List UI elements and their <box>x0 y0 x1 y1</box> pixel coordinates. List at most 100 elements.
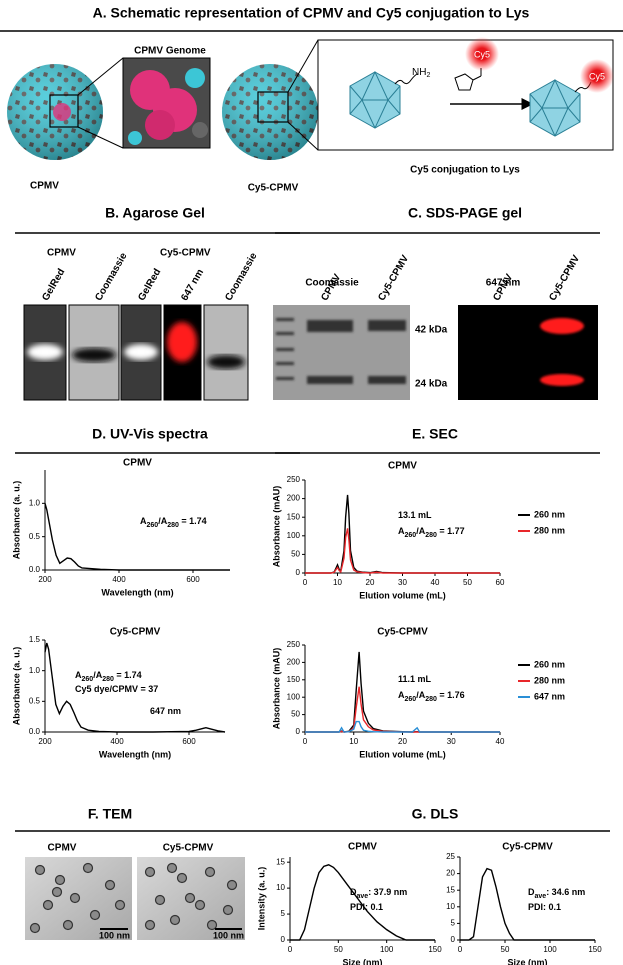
y-tick-label: 200 <box>287 494 301 503</box>
y-tick-label: 50 <box>291 550 300 559</box>
annotation-text: D <box>528 887 535 897</box>
x-axis-label: Wavelength (nm) <box>101 587 173 597</box>
chart-title: CPMV <box>388 461 417 472</box>
annotation: Dave: 37.9 nm <box>350 887 407 899</box>
x-tick-label: 40 <box>496 737 505 746</box>
y-tick-label: 0 <box>296 568 301 577</box>
annotation-text: /A <box>158 516 168 526</box>
label: CPMV <box>30 181 59 192</box>
y-tick-label: 1.0 <box>29 498 41 507</box>
y-tick-label: 5 <box>451 919 456 928</box>
cpmv-model <box>7 57 211 160</box>
y-tick-label: 10 <box>276 883 285 892</box>
annotation-text: : 37.9 nm <box>368 887 407 897</box>
chart-title: Cy5-CPMV <box>377 627 428 638</box>
annotation-text: 11.1 mL <box>398 674 432 684</box>
annotation: Cy5 dye/CPMV = 37 <box>75 684 158 694</box>
annotation-text: A <box>398 526 405 536</box>
annotation-text: /A <box>416 690 426 700</box>
x-tick-label: 200 <box>38 737 52 746</box>
panel-title: E. SEC <box>412 426 458 442</box>
series-line <box>305 528 500 574</box>
label: GelRed <box>136 267 163 303</box>
x-tick-label: 0 <box>458 945 463 954</box>
legend-label: 280 nm <box>534 525 565 535</box>
annotation-subscript: 280 <box>102 676 114 683</box>
cy5-cpmv-model <box>222 37 614 160</box>
label: Cy5-CPMV <box>163 843 214 854</box>
x-axis-label: Elution volume (mL) <box>359 590 446 600</box>
x-tick-label: 0 <box>303 578 308 587</box>
y-axis-label: Absorbance (mAU) <box>271 486 281 568</box>
chart-title: CPMV <box>348 842 377 853</box>
label: 24 kDa <box>415 379 448 390</box>
legend-label: 647 nm <box>534 691 565 701</box>
scale-bar-label: 100 nm <box>99 930 130 940</box>
scale-bar-label: 100 nm <box>213 930 244 940</box>
series-line <box>305 686 500 733</box>
y-tick-label: 100 <box>287 531 301 540</box>
y-tick-label: 20 <box>446 869 455 878</box>
label: 42 kDa <box>415 325 448 336</box>
label: 2 <box>426 72 430 79</box>
annotation: 647 nm <box>150 706 181 716</box>
annotation-subscript: 260 <box>405 532 417 539</box>
label: Cy5-CPMV <box>160 248 211 259</box>
label: Coomassie <box>93 251 129 303</box>
label: Coomassie <box>305 278 359 289</box>
tem-images <box>25 857 245 940</box>
y-tick-label: 100 <box>287 692 301 701</box>
annotation: Dave: 34.6 nm <box>528 887 585 899</box>
x-tick-label: 50 <box>334 945 343 954</box>
annotation: 11.1 mL <box>398 674 432 684</box>
y-tick-label: 150 <box>287 675 301 684</box>
series-line <box>305 720 500 733</box>
legend-label: 260 nm <box>534 509 565 519</box>
panel-title: A. Schematic representation of CPMV and … <box>93 5 530 21</box>
x-tick-label: 10 <box>333 578 342 587</box>
y-tick-label: 0 <box>296 727 301 736</box>
annotation-text: A <box>75 670 82 680</box>
annotation-text: = 1.74 <box>179 516 207 526</box>
label: GelRed <box>40 267 67 303</box>
series-line <box>44 503 230 571</box>
annotation: 13.1 mL <box>398 510 432 520</box>
label: Cy5-CPMV <box>376 253 411 303</box>
label: Cy5 <box>589 71 605 81</box>
x-tick-label: 600 <box>182 737 196 746</box>
label: CPMV Genome <box>134 46 206 57</box>
label: Coomassie <box>223 251 259 303</box>
y-tick-label: 25 <box>446 852 455 861</box>
label: 647 nm <box>486 278 521 289</box>
series-line <box>460 867 595 941</box>
annotation-text: A <box>398 690 405 700</box>
y-tick-label: 0 <box>451 935 456 944</box>
annotation-subscript: 280 <box>425 532 437 539</box>
annotation-text: = 1.77 <box>437 526 465 536</box>
y-tick-label: 200 <box>287 658 301 667</box>
y-tick-label: 10 <box>446 902 455 911</box>
annotation-subscript: 260 <box>405 696 417 703</box>
x-tick-label: 100 <box>380 945 394 954</box>
annotation: PDI: 0.1 <box>528 902 561 912</box>
y-tick-label: 1.5 <box>29 635 41 644</box>
annotation-subscript: 260 <box>147 522 159 529</box>
x-tick-label: 0 <box>288 945 293 954</box>
annotation-text: /A <box>416 526 426 536</box>
label: Cy5 conjugation to Lys <box>410 165 520 176</box>
label: NH <box>412 67 426 78</box>
x-axis-label: Size (nm) <box>507 957 547 965</box>
x-tick-label: 60 <box>496 578 505 587</box>
annotation-text: Cy5 dye/CPMV = 37 <box>75 684 158 694</box>
chart-title: Cy5-CPMV <box>110 627 161 638</box>
y-tick-label: 0.5 <box>29 696 41 705</box>
chart-title: CPMV <box>123 458 152 469</box>
y-tick-label: 0 <box>281 935 286 944</box>
y-tick-label: 15 <box>276 857 285 866</box>
x-tick-label: 400 <box>110 737 124 746</box>
x-tick-label: 200 <box>38 575 52 584</box>
annotation-text: : 34.6 nm <box>546 887 585 897</box>
x-axis-label: Size (nm) <box>342 957 382 965</box>
y-tick-label: 0.0 <box>29 565 41 574</box>
legend-label: 280 nm <box>534 675 565 685</box>
